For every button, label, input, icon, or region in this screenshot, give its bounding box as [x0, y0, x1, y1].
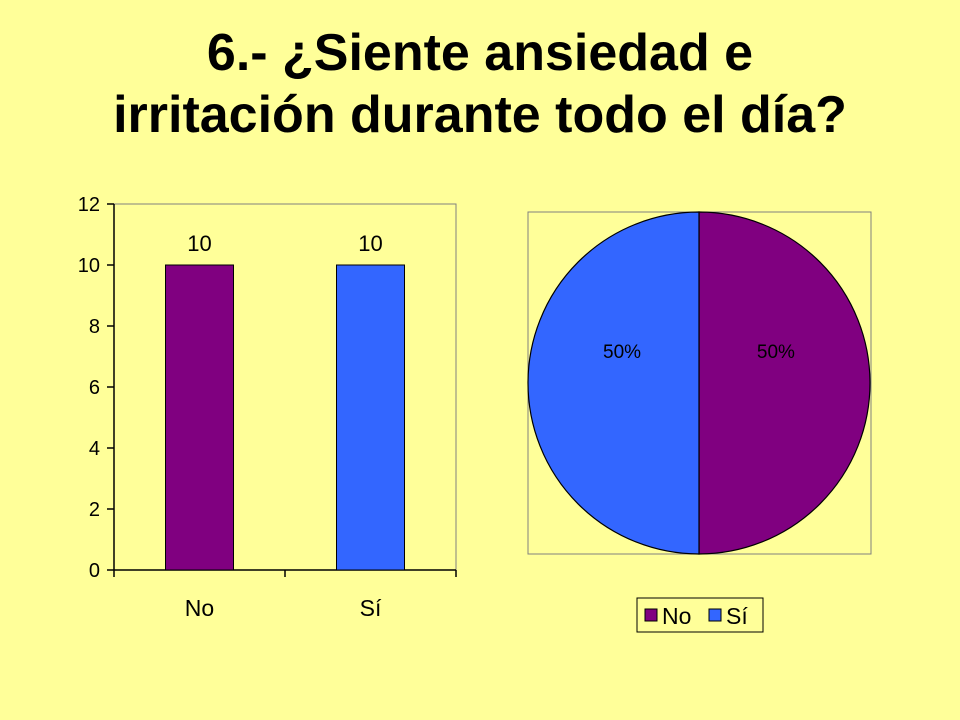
y-tick-label: 2: [89, 499, 100, 521]
pie-slice-no: [698, 211, 871, 555]
legend-label: No: [662, 603, 691, 629]
x-category-label: No: [185, 595, 214, 621]
y-tick-label: 4: [89, 438, 100, 460]
pie-chart: 50% 50% No Sí: [527, 211, 872, 633]
slide-title-line-2: irritación durante todo el día?: [113, 86, 847, 144]
x-category-label: Sí: [360, 595, 382, 621]
legend-swatch-no: [644, 608, 658, 622]
y-tick-label: 8: [89, 316, 100, 338]
y-tick-label: 0: [89, 560, 100, 582]
legend-box: [636, 597, 764, 633]
bar-chart: 0 2 4 6 8 10 12 10 No 10 Sí: [78, 194, 457, 621]
bar-no: [165, 264, 234, 571]
bar-si: [336, 264, 405, 571]
y-tick-label: 6: [89, 377, 100, 399]
slide-title: 6.- ¿Siente ansiedad e irritación durant…: [0, 22, 960, 146]
pie-slice-si: [527, 211, 700, 555]
pie-data-label: 50%: [603, 342, 641, 363]
bar-data-label: 10: [358, 231, 382, 256]
legend-label: Sí: [726, 603, 748, 629]
legend-swatch-si: [708, 608, 722, 622]
pie-data-label: 50%: [757, 342, 795, 363]
bar-data-label: 10: [187, 231, 211, 256]
y-tick-label: 12: [78, 194, 100, 216]
y-tick-label: 10: [78, 255, 100, 277]
pie-legend: No Sí: [636, 597, 764, 633]
slide-title-line-1: 6.- ¿Siente ansiedad e: [206, 24, 754, 82]
